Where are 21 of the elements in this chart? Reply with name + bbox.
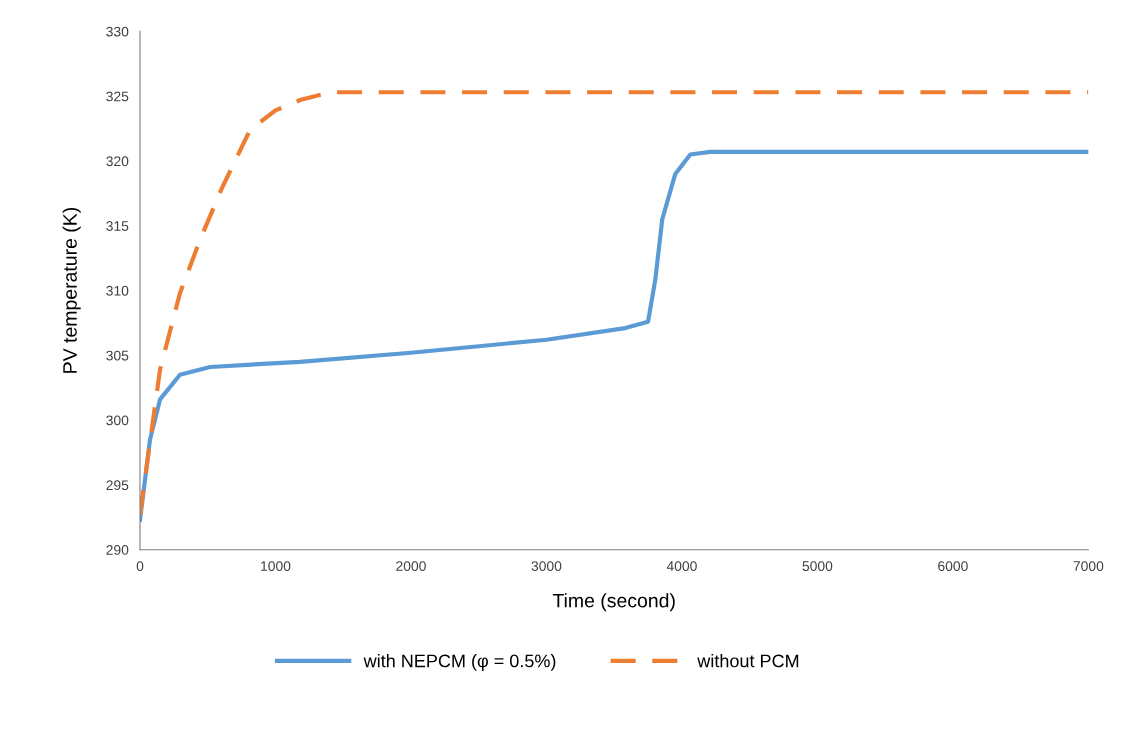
x-tick-label: 0 [136, 561, 144, 571]
y-axis-title: PV temperature (K) [62, 207, 81, 373]
y-tick-label: 305 [106, 350, 129, 361]
legend-label: with NEPCM (φ = 0.5%) [363, 654, 556, 671]
x-axis-title: Time (second) [552, 593, 675, 612]
y-tick-label: 315 [106, 221, 129, 231]
y-tick-label: 320 [106, 156, 129, 167]
legend-label: without PCM [697, 654, 799, 668]
y-tick-label: 325 [106, 91, 129, 102]
y-tick-label: 290 [106, 545, 129, 555]
y-tick-label: 300 [106, 415, 129, 426]
y-tick-label: 310 [106, 285, 129, 296]
x-tick-label: 3000 [531, 561, 562, 571]
y-tick-label: 330 [106, 26, 129, 37]
y-tick-label: 295 [106, 480, 129, 491]
x-tick-label: 7000 [1073, 561, 1104, 571]
x-tick-label: 1000 [261, 561, 291, 571]
x-tick-label: 5000 [802, 561, 833, 571]
x-tick-label: 2000 [396, 561, 426, 571]
x-tick-label: 4000 [666, 561, 697, 571]
x-tick-label: 6000 [938, 561, 968, 571]
